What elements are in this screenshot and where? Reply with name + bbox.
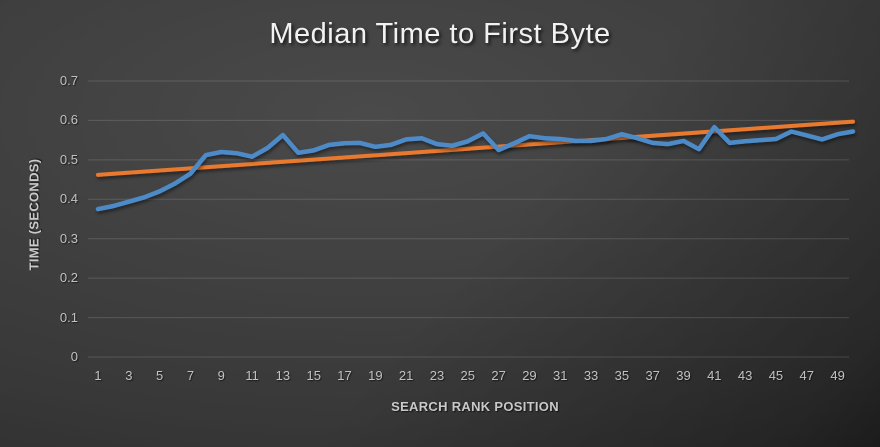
x-tick-label: 41 bbox=[707, 368, 722, 383]
y-tick-label: 0.7 bbox=[59, 73, 78, 88]
y-tick-label: 0 bbox=[70, 349, 78, 364]
x-tick-label: 47 bbox=[799, 368, 814, 383]
x-tick-label: 35 bbox=[614, 368, 630, 383]
median-ttfb-series bbox=[95, 124, 856, 212]
y-tick-label: 0.3 bbox=[59, 230, 78, 246]
x-tick-label: 15 bbox=[306, 368, 321, 383]
y-tick-label: 0.4 bbox=[59, 191, 78, 207]
x-tick-label: 3 bbox=[125, 368, 133, 383]
x-tick-label: 31 bbox=[553, 368, 568, 383]
x-tick-label: 13 bbox=[275, 368, 291, 383]
x-tick-label: 27 bbox=[491, 368, 506, 383]
y-tick-label: 0.2 bbox=[59, 270, 78, 286]
x-tick-label: 43 bbox=[737, 368, 753, 383]
x-tick-label: 17 bbox=[337, 368, 352, 383]
x-tick-label: 9 bbox=[217, 368, 225, 383]
y-tick-label: 0.1 bbox=[59, 309, 78, 325]
x-tick-label: 7 bbox=[186, 368, 195, 383]
y-tick-label: 0.6 bbox=[59, 112, 78, 128]
x-tick-label: 29 bbox=[522, 368, 537, 383]
y-tick-label: 0.5 bbox=[59, 151, 78, 167]
x-axis-title: SEARCH RANK POSITION bbox=[391, 399, 559, 414]
x-tick-label: 33 bbox=[583, 368, 599, 383]
x-tick-label: 49 bbox=[830, 368, 845, 383]
x-tick-label: 39 bbox=[676, 368, 691, 383]
x-tick-label: 37 bbox=[645, 368, 660, 383]
trendline-series bbox=[96, 119, 855, 177]
x-tick-label: 45 bbox=[768, 368, 784, 383]
chart-title: Median Time to First Byte bbox=[269, 18, 611, 50]
x-tick-label: 21 bbox=[398, 368, 414, 383]
x-tick-label: 1 bbox=[94, 368, 102, 383]
x-tick-label: 19 bbox=[368, 368, 383, 383]
x-tick-label: 5 bbox=[156, 368, 164, 383]
x-tick-label: 23 bbox=[429, 368, 445, 383]
x-tick-label: 25 bbox=[460, 368, 476, 383]
x-tick-label: 11 bbox=[245, 368, 259, 383]
